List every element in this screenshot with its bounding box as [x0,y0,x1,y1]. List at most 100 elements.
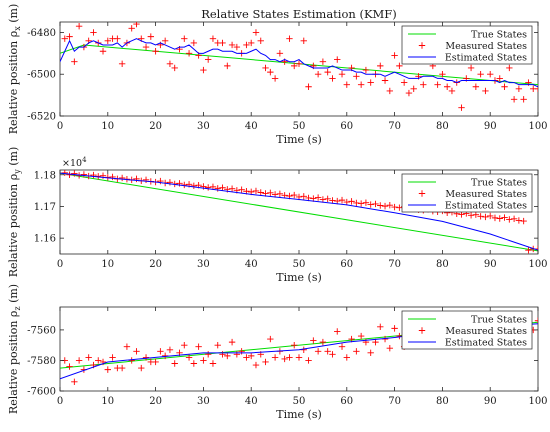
measured-point [501,214,508,221]
x-tick-label: 70 [388,259,401,270]
y-tick-label: -7560 [27,325,56,336]
measured-point [391,325,398,332]
x-tick-label: 80 [436,121,449,132]
measured-point [90,29,97,36]
measured-point [434,81,441,88]
measured-point [329,351,336,358]
measured-point [99,48,107,55]
chart-panel-3: 0 10 20 30 40 50 60 70 80 90 100 -7600 -7580 -7560 Tim… [7,284,548,421]
measured-point [233,43,241,51]
measured-point [71,58,78,65]
measured-point [353,73,360,80]
measured-point [133,175,140,183]
measured-point [157,348,164,355]
measured-point [520,217,527,225]
measured-point [477,213,484,220]
measured-point [458,104,465,111]
measured-point [171,64,178,72]
measured-point [482,213,489,221]
measured-point [334,197,341,205]
measured-point [262,64,269,72]
legend-box [401,25,533,65]
measured-point [338,71,346,78]
measured-point [515,85,523,93]
x-tick-label: 20 [149,121,162,132]
x-tick-label: 100 [528,259,547,270]
measured-point [181,35,188,42]
y-axis-label: Relative position ρz (m) [7,284,22,414]
measured-point [467,212,475,219]
measured-point [300,193,307,200]
measured-point [138,364,145,372]
measured-point [377,202,384,209]
x-tick-label: 40 [245,121,258,132]
estimated-states-line [60,38,538,88]
x-tick-label: 80 [436,259,449,270]
measured-point [353,348,360,355]
measured-point [372,338,379,346]
measured-point [353,199,360,207]
measured-point [348,198,355,205]
measured-point [133,348,140,355]
measured-point [214,185,221,192]
measured-point [190,39,198,47]
y-exponent-label: ×104 [62,156,87,169]
measured-point [477,71,484,78]
measured-point [329,197,336,204]
measured-point [381,202,389,210]
measured-point [377,62,384,70]
measured-point [420,81,427,88]
legend-label: Estimated States [445,52,527,63]
measured-point [324,68,331,76]
legend-label: True States [471,314,527,325]
measured-point [200,66,207,74]
measured-point [166,60,174,67]
measured-states-markers [61,22,538,111]
measured-point [381,77,389,84]
measured-point [85,354,92,361]
measured-point [252,361,260,369]
true-states-line [60,172,538,252]
measured-point [80,171,88,178]
measured-point [66,33,73,40]
measured-point [319,196,327,203]
measured-point [71,378,78,386]
measured-point [161,37,169,44]
measured-point [204,351,212,358]
measured-point [472,83,480,90]
measured-point [396,62,403,70]
measured-point [367,201,374,208]
measured-point [291,341,298,349]
measured-point [109,354,116,361]
measured-point [123,343,131,350]
measured-point [224,62,231,70]
x-tick-label: 0 [57,121,63,132]
measured-point [300,37,307,44]
measured-point [152,48,159,55]
measured-point [267,335,274,343]
measured-point [400,79,408,86]
x-tick-label: 40 [245,259,258,270]
measured-point [209,35,217,42]
y-axis-label: Relative position ρy (m) [7,147,22,278]
measured-point [310,337,317,344]
measured-point [228,185,236,192]
measured-point [343,81,350,88]
measured-point [314,71,322,78]
measured-point [396,332,403,340]
x-tick-label: 10 [101,396,114,407]
x-tick-label: 30 [197,396,210,407]
legend-label: Estimated States [445,337,527,348]
series-group [60,22,538,111]
measured-point [305,357,312,364]
measured-point [219,39,226,47]
y-tick-label: -7580 [27,356,56,367]
measured-point [534,317,538,324]
measured-point [286,35,293,42]
x-tick-label: 90 [484,259,497,270]
measured-point [314,194,322,201]
measured-point [152,358,159,366]
